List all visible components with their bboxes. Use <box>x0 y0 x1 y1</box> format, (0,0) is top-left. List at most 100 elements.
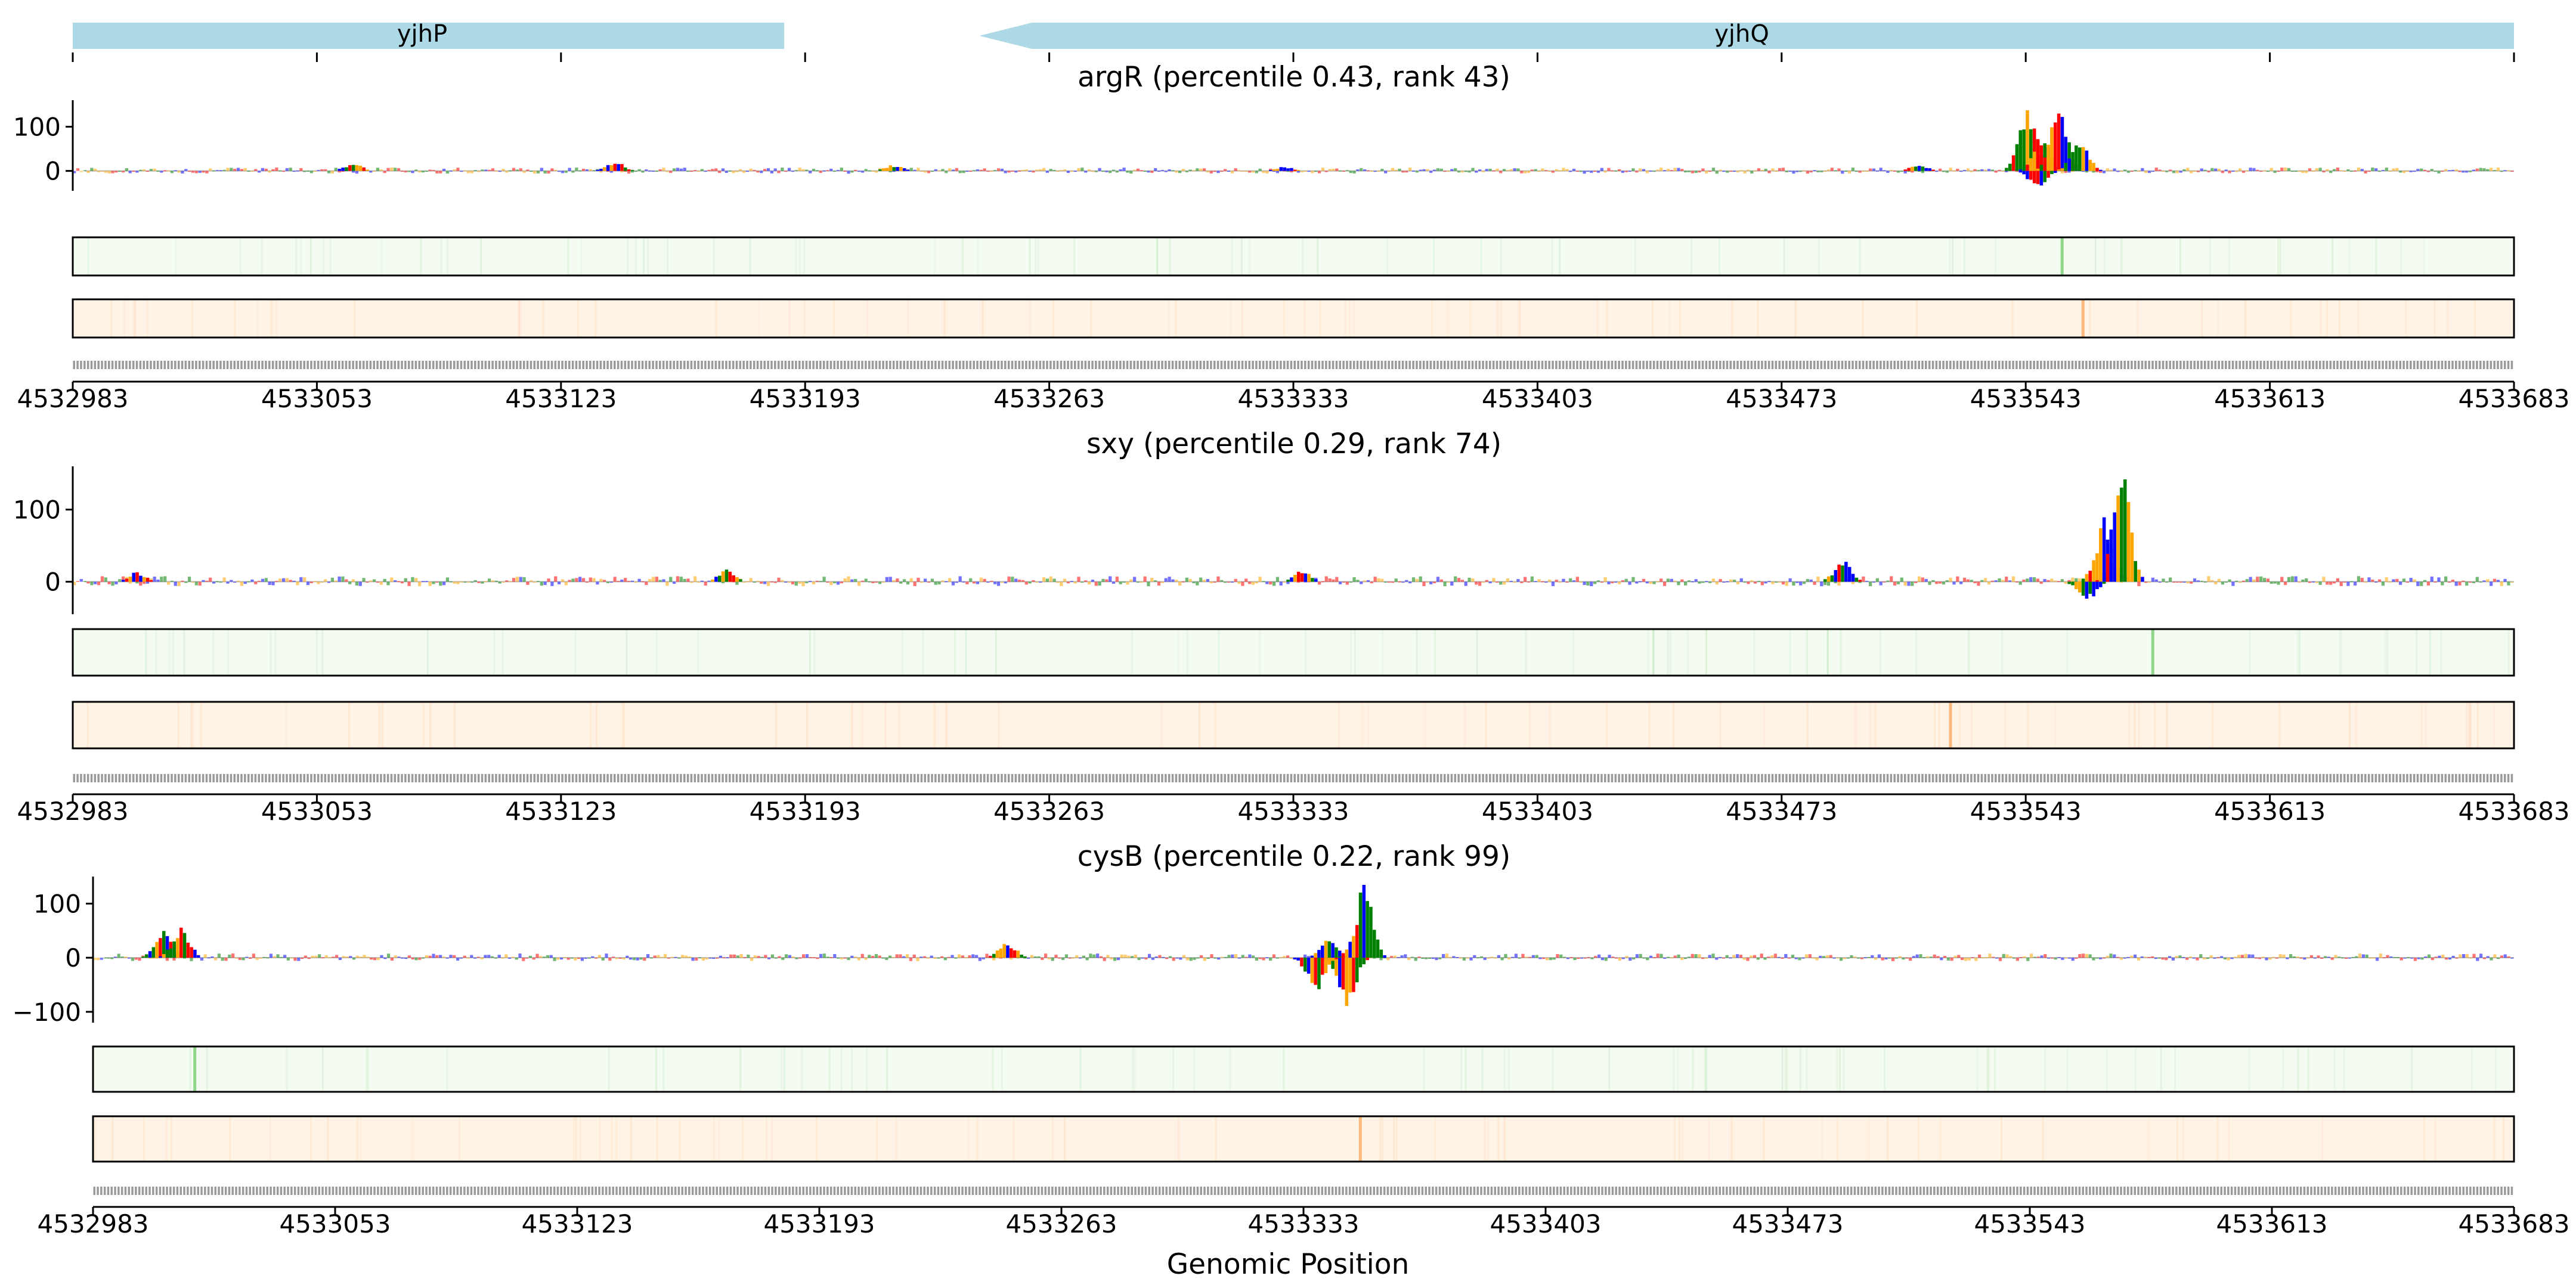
sequence-base <box>1433 774 1435 782</box>
logo-letter-noise <box>2178 955 2182 958</box>
logo-letter-noise <box>2221 171 2224 174</box>
logo-letter-noise <box>145 171 150 172</box>
sequence-base <box>1367 774 1369 782</box>
sequence-base <box>1221 1187 1223 1195</box>
heatmap-cell <box>623 702 625 748</box>
sequence-base <box>1447 774 1450 782</box>
logo-letter-noise <box>293 958 297 961</box>
heatmap-cell <box>1172 1047 1175 1091</box>
logo-letter-noise <box>1417 956 1421 958</box>
sequence-base <box>110 1187 113 1195</box>
sequence-base <box>2378 361 2380 369</box>
heatmap-cell <box>713 1117 715 1161</box>
logo-letter-A <box>1355 958 1359 983</box>
sequence-base <box>2403 1187 2406 1195</box>
sequence-base <box>1535 1187 1538 1195</box>
sequence-base <box>1001 361 1003 369</box>
logo-letter-noise <box>97 171 101 172</box>
logo-letter-noise <box>1942 581 1946 585</box>
sequence-base <box>282 361 284 369</box>
logo-letter-noise <box>1044 953 1048 958</box>
logo-letter-noise <box>1457 578 1461 582</box>
heatmap-cell <box>1843 1047 1845 1091</box>
logo-letter-G <box>735 577 739 582</box>
logo-letter-noise <box>1258 577 1262 582</box>
sequence-base <box>362 774 365 782</box>
logo-letter-T <box>1010 948 1013 958</box>
logo-letter-noise <box>1147 581 1150 587</box>
sequence-base <box>132 774 135 782</box>
sequence-base <box>111 774 114 782</box>
sequence-base <box>886 361 888 369</box>
sequence-base <box>1642 774 1645 782</box>
sequence-base <box>239 1187 241 1195</box>
logo-letter-noise <box>1971 957 1974 958</box>
heatmap-cell <box>1669 630 1671 675</box>
sequence-base <box>150 774 152 782</box>
sequence-base <box>335 361 337 369</box>
logo-letter-noise <box>962 171 965 174</box>
sequence-base <box>619 1187 621 1195</box>
sequence-base <box>902 1187 905 1195</box>
logo-letter-noise <box>1436 168 1440 171</box>
logo-letter-noise <box>1928 581 1931 585</box>
logo-letter-noise <box>212 170 216 172</box>
sequence-base <box>2020 1187 2022 1195</box>
logo-letter-noise <box>2119 958 2123 960</box>
logo-letter-noise <box>1617 581 1621 584</box>
logo-letter-noise <box>1929 956 1933 958</box>
logo-letter-noise <box>620 580 624 582</box>
logo-letter-noise <box>2238 581 2242 583</box>
logo-letter-noise <box>397 168 401 171</box>
logo-letter-noise <box>2469 957 2472 959</box>
logo-letter-noise <box>662 168 665 171</box>
sequence-base <box>1963 361 1965 369</box>
sequence-base <box>2433 774 2436 782</box>
logo-letter-noise <box>285 168 289 171</box>
logo-letter-C <box>1293 958 1297 959</box>
logo-letter-noise <box>543 171 547 174</box>
sequence-base <box>1492 361 1495 369</box>
sequence-base <box>1801 1187 1804 1195</box>
logo-letter-noise <box>2376 958 2379 961</box>
logo-letter-noise <box>1373 171 1377 172</box>
logo-letter-noise <box>2500 955 2504 958</box>
sequence-base <box>1583 361 1586 369</box>
logo-letter-noise <box>1492 578 1496 582</box>
sequence-base <box>2200 361 2203 369</box>
sequence-base <box>1196 361 1199 369</box>
heatmap-cell <box>2440 630 2442 675</box>
logo-letter-noise <box>2196 958 2199 961</box>
logo-letter-noise <box>961 955 965 958</box>
logo-letter-noise <box>301 958 304 959</box>
logo-letter-noise <box>390 958 394 961</box>
logo-letter-noise <box>1251 171 1255 173</box>
logo-letter-noise <box>2192 958 2196 959</box>
logo-letter-noise <box>2067 580 2071 582</box>
logo-letter-noise <box>2322 171 2326 172</box>
logo-letter-noise <box>868 581 871 583</box>
logo-letter-noise <box>1443 171 1447 172</box>
logo-letter-noise <box>747 954 750 958</box>
sequence-base <box>544 361 546 369</box>
logo-letter-noise <box>508 958 512 959</box>
sequence-base <box>561 361 564 369</box>
logo-letter-noise <box>2256 577 2259 582</box>
sequence-base <box>1829 1187 1832 1195</box>
sequence-base <box>1217 1187 1219 1195</box>
sequence-base <box>1034 1187 1036 1195</box>
sequence-base <box>798 361 801 369</box>
sequence-base <box>1192 774 1195 782</box>
logo-letter-noise <box>2106 955 2109 958</box>
sequence-base <box>2221 774 2224 782</box>
logo-letter-noise <box>2283 167 2287 171</box>
sequence-base <box>1507 1187 1510 1195</box>
logo-letter-noise <box>2294 576 2298 582</box>
logo-letter-noise <box>1394 578 1398 582</box>
logo-letter-noise <box>784 171 788 172</box>
sequence-base <box>1475 361 1478 369</box>
sequence-base <box>2420 774 2423 782</box>
logo-letter-noise <box>268 171 271 173</box>
logo-letter-noise <box>1028 581 1032 584</box>
sequence-base <box>2099 361 2102 369</box>
